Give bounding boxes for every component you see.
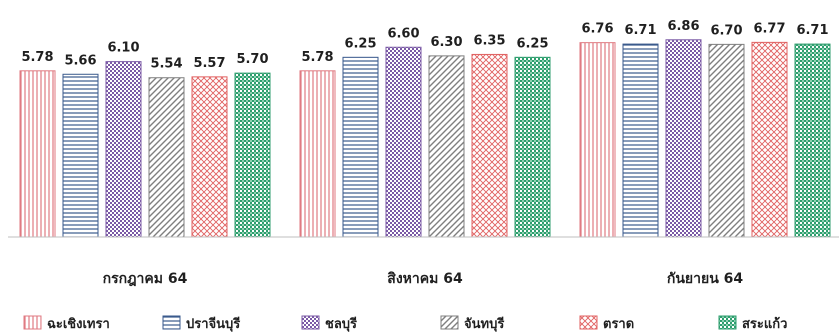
bar-2-4 — [751, 41, 788, 238]
legend-swatch-3 — [440, 315, 459, 330]
data-label-1-4: 6.35 — [473, 33, 505, 48]
legend-label-0: ฉะเชิงเทรา — [47, 317, 110, 332]
bar-0-4 — [191, 76, 228, 238]
data-label-2-1: 6.71 — [624, 23, 656, 38]
bar-2-5 — [794, 43, 831, 238]
bar-2-2 — [665, 39, 702, 238]
data-label-1-3: 6.30 — [430, 35, 462, 50]
legend-swatch-1 — [162, 315, 181, 330]
data-label-0-2: 6.10 — [107, 41, 139, 56]
bar-0-1 — [62, 73, 99, 238]
category-label-1: สิงหาคม 64 — [387, 271, 463, 287]
legend-label-3: จันทบุรี — [464, 316, 504, 332]
bar-1-5 — [514, 56, 551, 238]
data-label-0-1: 5.66 — [64, 53, 96, 68]
data-label-0-0: 5.78 — [21, 50, 53, 65]
data-label-0-3: 5.54 — [150, 57, 182, 72]
data-label-0-4: 5.57 — [193, 56, 225, 71]
bar-0-2 — [105, 61, 142, 238]
bar-1-0 — [299, 70, 336, 238]
data-label-0-5: 5.70 — [236, 52, 268, 67]
bar-2-1 — [622, 43, 659, 238]
value-labels-layer: 5.78 5.66 6.10 5.54 5.57 5.70 5.78 6.25 6.60 6.30… — [21, 19, 828, 72]
data-label-2-5: 6.71 — [796, 23, 828, 38]
category-label-0: กรกฎาคม 64 — [103, 271, 188, 287]
bar-1-2 — [385, 46, 422, 238]
bar-2-0 — [579, 42, 616, 238]
bar-1-1 — [342, 56, 379, 238]
data-label-2-2: 6.86 — [667, 19, 699, 34]
category-labels-layer: กรกฎาคม 64 สิงหาคม 64 กันยายน 64 — [103, 271, 744, 287]
bar-0-5 — [234, 72, 271, 238]
legend-label-5: สระแก้ว — [742, 316, 787, 332]
legend-label-2: ชลบุรี — [325, 316, 357, 332]
bar-1-3 — [428, 55, 465, 238]
legend-label-4: ตราด — [603, 317, 634, 332]
data-label-1-1: 6.25 — [344, 36, 376, 51]
data-label-1-2: 6.60 — [387, 26, 419, 41]
bar-2-3 — [708, 43, 745, 238]
legend-swatch-0 — [23, 315, 42, 330]
legend-swatch-5 — [718, 315, 737, 330]
data-label-2-3: 6.70 — [710, 23, 742, 38]
legend: ฉะเชิงเทรา ปราจีนบุรี ชลบุรี จันทบุรี ตราด สร… — [23, 315, 787, 332]
data-label-1-0: 5.78 — [301, 50, 333, 65]
data-label-2-4: 6.77 — [753, 21, 785, 36]
legend-label-1: ปราจีนบุรี — [186, 316, 240, 332]
data-label-2-0: 6.76 — [581, 22, 613, 37]
legend-swatch-2 — [301, 315, 320, 330]
legend-swatch-4 — [579, 315, 598, 330]
bar-1-4 — [471, 53, 508, 238]
category-label-2: กันยายน 64 — [667, 271, 744, 287]
bar-0-3 — [148, 77, 185, 238]
data-label-1-5: 6.25 — [516, 36, 548, 51]
bar-0-0 — [19, 70, 56, 238]
bars-layer — [19, 39, 831, 238]
